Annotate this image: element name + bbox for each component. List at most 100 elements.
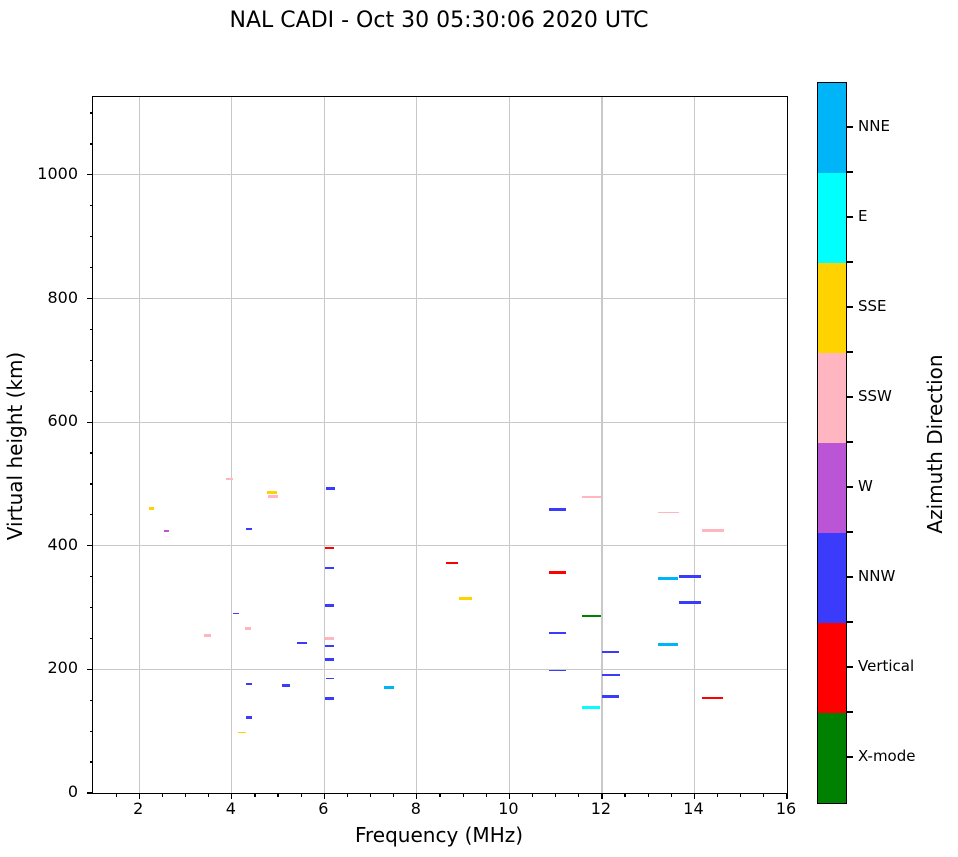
grid-line-x [508,97,510,793]
x-axis-tick [462,793,464,797]
data-point [548,631,566,635]
colorbar-segment-e [818,173,846,263]
data-point [281,684,290,687]
colorbar-tick [847,171,853,173]
colorbar-tick [847,711,853,713]
data-point [458,597,472,600]
colorbar-tick [847,621,853,623]
y-tick-label: 800 [47,287,78,307]
data-point [701,529,724,532]
y-axis-tick [89,730,93,732]
y-axis-tick [89,328,93,330]
data-point [324,566,334,570]
chart-title: NAL CADI - Oct 30 05:30:06 2020 UTC [229,8,649,33]
colorbar-category-label: NNE [858,117,890,135]
x-axis-tick [184,793,187,797]
grid-line-y [93,545,787,547]
y-axis-tick [89,205,93,207]
y-axis-tick [87,792,93,794]
data-point [582,614,602,618]
x-axis-tick [346,793,349,797]
data-point [601,650,619,654]
colorbar-tick [847,306,853,308]
data-point [245,627,252,630]
y-tick-label: 400 [47,534,78,554]
grid-line-x [416,97,418,793]
data-point [324,604,334,607]
data-point [657,643,678,646]
y-axis-tick [89,699,93,701]
data-point [582,495,602,499]
data-point [658,511,680,514]
x-tick-label: 12 [590,799,612,818]
y-axis-tick [87,545,93,547]
colorbar-tick [847,216,853,218]
y-tick-label: 0 [67,782,78,801]
data-point [446,561,459,565]
data-point [267,491,278,494]
x-axis-tick [393,793,395,797]
colorbar-category-label: Vertical [858,657,915,675]
colorbar-tick [847,576,853,578]
data-point [226,477,234,481]
data-point [297,641,308,645]
colorbar-category-label: NNW [858,567,896,585]
data-point [267,495,278,498]
y-axis-tick [89,267,93,269]
data-point [246,527,253,531]
grid-line-x [323,97,325,793]
colorbar-category-label: W [858,477,873,495]
data-point [238,731,247,734]
data-point [324,658,334,661]
data-point [325,546,335,550]
grid-line-y [93,421,787,423]
x-tick-label: 14 [683,799,704,818]
y-axis-tick [87,421,93,423]
x-axis-tick [647,793,649,797]
data-point [203,634,211,637]
colorbar-tick [847,531,853,533]
x-axis-tick [138,793,140,799]
x-axis-tick [578,793,580,797]
data-point [246,682,253,686]
colorbar-segment-sse [818,263,846,353]
data-point [325,677,334,680]
x-axis-tick [670,793,672,797]
grid-line-y [93,174,787,176]
data-point [701,696,723,700]
data-point [548,508,566,511]
x-axis-tick [300,793,302,797]
x-axis-tick [693,793,696,799]
x-axis-tick [717,793,719,797]
colorbar-tick [847,756,853,758]
grid-line-y [93,297,787,300]
y-axis-tick [87,297,93,300]
y-axis-tick [87,668,93,670]
y-axis-tick [89,483,93,485]
x-axis-tick [508,793,510,799]
x-axis-tick [323,793,325,799]
data-point [581,706,600,709]
x-axis-tick [624,793,626,797]
x-tick-label: 16 [775,799,797,818]
grid-line-x [601,97,603,793]
data-point [384,686,395,689]
colorbar-category-label: E [858,207,868,225]
x-axis-tick [763,793,765,797]
x-axis-label: Frequency (MHz) [354,823,524,847]
y-axis-tick [89,637,93,640]
y-axis-label: Virtual height (km) [3,351,27,541]
colorbar-segment-vertical [818,623,846,713]
data-point [164,529,170,533]
x-axis-tick [277,793,279,797]
x-axis-tick [786,793,788,799]
x-axis-tick [601,793,603,799]
data-point [548,571,566,574]
colorbar-tick [847,351,853,353]
x-tick-label: 2 [133,799,144,818]
y-axis-tick [89,112,93,114]
y-axis-tick [89,359,93,361]
data-point [548,669,566,672]
y-tick-label: 200 [47,658,78,678]
y-axis-tick [89,452,93,454]
